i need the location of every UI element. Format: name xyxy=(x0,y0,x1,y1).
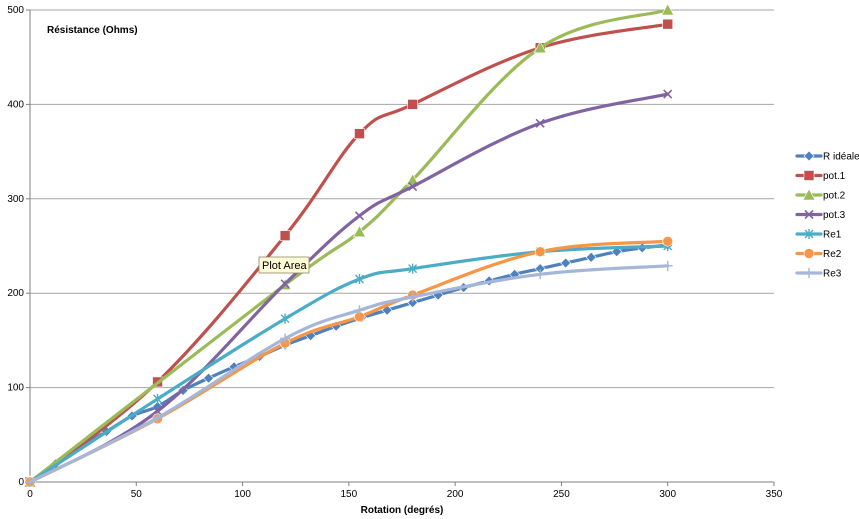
legend-marker-re2[interactable] xyxy=(803,248,815,259)
data-point-pot-3[interactable] xyxy=(663,89,673,99)
data-point-r-ideale[interactable] xyxy=(585,251,597,263)
data-point-pot-3[interactable] xyxy=(354,211,365,221)
legend-marker-re1[interactable] xyxy=(804,229,814,239)
data-point-pot-1[interactable] xyxy=(279,230,291,241)
legend-label-re2: Re2 xyxy=(823,249,842,260)
data-point-pot-3[interactable] xyxy=(535,118,545,128)
legend-item-re1[interactable]: Re1 xyxy=(795,229,842,241)
data-point-pot-3[interactable] xyxy=(408,181,418,192)
legend-label-re3: Re3 xyxy=(823,269,842,280)
y-tick-label: 500 xyxy=(7,5,24,16)
legend-item-r-ideale[interactable]: R idéale xyxy=(795,150,859,163)
data-point-re1[interactable] xyxy=(408,263,418,274)
data-point-r-ideale[interactable] xyxy=(407,297,419,309)
legend-label-pot-1: pot.1 xyxy=(823,171,846,182)
series-re3[interactable] xyxy=(25,260,673,487)
data-point-pot-3[interactable] xyxy=(152,406,163,416)
data-point-re2[interactable] xyxy=(662,235,674,247)
data-point-re3[interactable] xyxy=(407,291,418,302)
data-point-pot-2[interactable] xyxy=(533,41,547,54)
data-point-re3[interactable] xyxy=(152,412,163,423)
y-tick-label: 100 xyxy=(7,383,24,394)
legend-marker-pot-3[interactable] xyxy=(804,209,814,220)
y-tick-label: 300 xyxy=(7,194,24,205)
legend-label-r-ideale: R idéale xyxy=(823,152,859,163)
legend-item-pot-2[interactable]: pot.2 xyxy=(795,188,846,202)
y-tick-label: 400 xyxy=(7,99,24,110)
legend-label-re1: Re1 xyxy=(823,230,842,241)
x-axis-title: Rotation (degrés) xyxy=(361,505,444,516)
x-tick-label: 0 xyxy=(27,489,33,500)
data-point-re1[interactable] xyxy=(280,313,290,324)
plot-area-tooltip: Plot Area xyxy=(258,256,310,274)
data-point-pot-1[interactable] xyxy=(354,128,365,139)
x-tick-label: 150 xyxy=(341,489,358,500)
data-point-pot-1[interactable] xyxy=(407,99,418,110)
data-point-re3[interactable] xyxy=(25,477,35,487)
legend-item-pot-3[interactable]: pot.3 xyxy=(795,209,846,221)
legend-marker-pot-1[interactable] xyxy=(803,170,815,181)
legend-item-pot-1[interactable]: pot.1 xyxy=(795,170,846,183)
y-tick-label: 0 xyxy=(18,477,24,488)
data-point-re3[interactable] xyxy=(280,333,291,344)
data-point-re1[interactable] xyxy=(153,393,163,404)
data-point-r-ideale[interactable] xyxy=(560,257,572,269)
x-tick-label: 50 xyxy=(131,489,143,500)
data-point-re3[interactable] xyxy=(662,260,673,271)
x-tick-label: 200 xyxy=(447,489,464,500)
data-point-pot-1[interactable] xyxy=(662,18,674,30)
y-axis-title: Résistance (Ohms) xyxy=(47,25,138,36)
legend-label-pot-2: pot.2 xyxy=(823,191,846,202)
data-point-pot-2[interactable] xyxy=(661,3,675,16)
tooltip-box xyxy=(258,256,310,274)
y-tick-label: 200 xyxy=(7,288,24,299)
legend-item-re3[interactable]: Re3 xyxy=(795,268,842,280)
x-tick-label: 300 xyxy=(659,489,676,500)
x-tick-label: 100 xyxy=(234,489,251,500)
series-group[interactable] xyxy=(23,3,675,488)
series-line-pot-2[interactable] xyxy=(28,8,670,484)
data-point-pot-3[interactable] xyxy=(280,279,290,289)
legend-item-re2[interactable]: Re2 xyxy=(795,248,842,261)
data-point-re3[interactable] xyxy=(354,305,365,316)
data-point-re1[interactable] xyxy=(354,274,364,285)
legend-label-pot-3: pot.3 xyxy=(823,210,846,221)
data-point-re3[interactable] xyxy=(535,269,546,280)
legend-marker-re3[interactable] xyxy=(804,268,814,278)
series-pot-3[interactable] xyxy=(25,89,673,487)
x-tick-label: 350 xyxy=(766,489,783,500)
x-tick-label: 250 xyxy=(553,489,570,500)
tooltip-label: Plot Area xyxy=(262,260,308,272)
data-point-re2[interactable] xyxy=(534,246,546,257)
data-point-r-ideale[interactable] xyxy=(203,372,214,384)
legend[interactable]: R idéale pot.1 pot.2 pot.3 Re1 Re2 Re3 xyxy=(795,150,859,280)
legend-marker-r-ideale[interactable] xyxy=(803,150,815,162)
legend-marker-pot-2[interactable] xyxy=(802,188,816,201)
data-point-pot-2[interactable] xyxy=(352,225,366,238)
tick-labels: 0 100 200 300 400 500 0 50 100 150 200 250 300 350 xyxy=(7,5,782,500)
